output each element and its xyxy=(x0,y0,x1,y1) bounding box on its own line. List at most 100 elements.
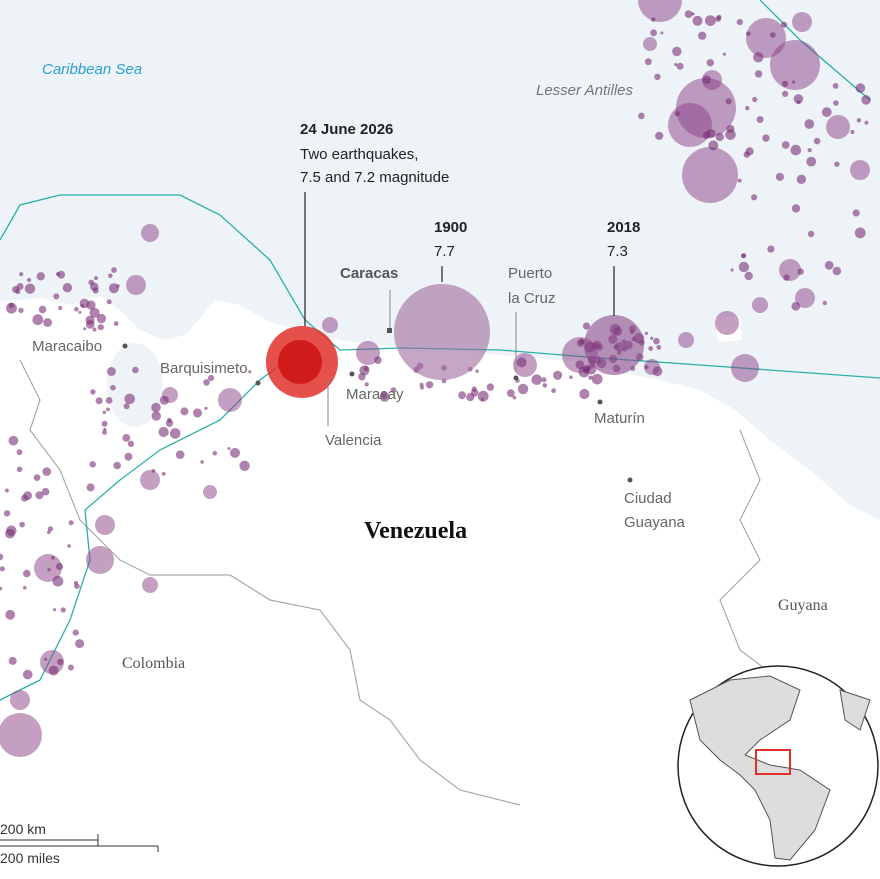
quake xyxy=(85,320,95,329)
quake xyxy=(96,313,107,324)
quake xyxy=(653,337,660,345)
quake xyxy=(654,73,661,81)
quake xyxy=(102,410,107,415)
quake xyxy=(90,389,96,395)
quake xyxy=(553,370,563,380)
quake xyxy=(420,385,424,390)
quake xyxy=(824,260,834,270)
quake xyxy=(466,393,475,402)
quake xyxy=(741,253,747,259)
continents xyxy=(689,675,831,861)
quake xyxy=(67,664,74,671)
quake xyxy=(650,336,654,340)
quake xyxy=(4,488,9,493)
quake xyxy=(655,131,664,140)
annotation-title: 24 June 2026 xyxy=(300,121,393,138)
quake xyxy=(8,656,17,665)
quake xyxy=(651,17,656,22)
quake xyxy=(791,80,796,84)
quake xyxy=(790,144,802,156)
quake xyxy=(356,341,380,365)
quake xyxy=(35,491,44,500)
quake xyxy=(58,305,63,311)
quake xyxy=(756,116,764,123)
quake xyxy=(795,288,815,308)
quake xyxy=(68,520,74,526)
quake xyxy=(15,289,21,295)
quake xyxy=(722,52,727,56)
quake xyxy=(767,245,775,253)
country-label: Colombia xyxy=(122,655,185,672)
quake xyxy=(47,568,51,572)
annotation-title: 1900 xyxy=(434,219,467,236)
quake xyxy=(486,383,495,391)
quake xyxy=(782,90,789,97)
city-dot xyxy=(597,399,603,405)
quake xyxy=(72,629,79,636)
quake xyxy=(796,100,801,105)
quake xyxy=(745,106,750,111)
water-label: Caribbean Sea xyxy=(42,61,142,78)
city-dots xyxy=(122,328,633,483)
quake xyxy=(582,322,591,330)
quake xyxy=(230,447,240,458)
quake xyxy=(705,15,716,26)
city-dot xyxy=(122,343,128,349)
annotation-magnitude: 7.3 xyxy=(607,243,628,260)
quake xyxy=(796,174,807,184)
quake xyxy=(821,107,832,117)
quake xyxy=(512,395,517,400)
quake xyxy=(569,375,573,380)
city-label: Barquisimeto xyxy=(160,360,248,377)
quake xyxy=(706,59,714,67)
locator xyxy=(755,749,791,775)
quake xyxy=(94,276,98,281)
quake xyxy=(542,383,548,388)
quake xyxy=(475,369,479,373)
quake xyxy=(122,434,131,442)
quake xyxy=(62,283,73,293)
annotation-text: Two earthquakes, xyxy=(300,146,418,163)
quake xyxy=(650,29,657,37)
continents xyxy=(839,689,871,731)
quake xyxy=(204,406,208,410)
quake xyxy=(725,129,736,140)
quake xyxy=(779,259,801,281)
quake xyxy=(531,374,542,386)
border xyxy=(19,359,41,431)
city-dot xyxy=(513,375,519,381)
quake xyxy=(73,580,78,586)
quake xyxy=(644,331,649,335)
quake xyxy=(140,470,160,490)
quake xyxy=(746,18,786,58)
quake xyxy=(644,58,652,66)
country-label: Guyana xyxy=(778,597,828,614)
quake xyxy=(852,209,860,217)
quake xyxy=(101,420,108,427)
quake xyxy=(36,272,45,281)
capital-label: Caracas xyxy=(340,265,398,282)
quake xyxy=(74,307,79,312)
leaders xyxy=(304,192,615,326)
quake xyxy=(674,110,680,117)
scale-bar: 200 km 200 miles xyxy=(0,821,159,866)
quake xyxy=(0,553,4,561)
quake xyxy=(22,669,33,680)
quake xyxy=(23,569,31,578)
city-leaders xyxy=(327,290,517,426)
quake xyxy=(780,21,788,28)
quake xyxy=(106,407,110,412)
quake xyxy=(804,119,815,129)
city-label: Maracaibo xyxy=(32,338,102,355)
quake xyxy=(807,148,812,153)
quake xyxy=(92,327,97,332)
quake xyxy=(781,80,789,88)
quake-2018 xyxy=(584,315,644,375)
quake xyxy=(692,15,703,26)
quake xyxy=(19,272,24,277)
city-label: Valencia xyxy=(325,432,382,449)
quake xyxy=(691,12,695,16)
quake xyxy=(638,0,682,22)
city-dot xyxy=(627,477,633,483)
quake xyxy=(132,366,139,374)
